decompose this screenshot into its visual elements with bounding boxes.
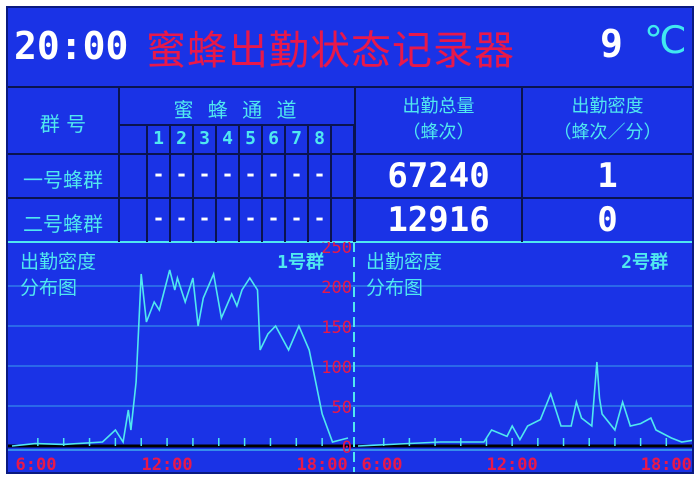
chart-title: 分布图 [20, 277, 77, 299]
channel-status: - [313, 162, 326, 186]
x-tick-label: 12:00 [487, 455, 538, 472]
row-total: 67240 [387, 156, 490, 196]
grid-line [353, 124, 355, 242]
channel-number: 8 [314, 128, 325, 149]
density-line-1 [11, 269, 349, 447]
app-title: 蜜蜂出勤状态记录器 [146, 28, 515, 74]
channel-status: - [244, 162, 257, 186]
channel-status: - [175, 162, 188, 186]
x-tick-label: 18:00 [297, 455, 348, 472]
grid-line [215, 124, 217, 242]
density-line-2 [357, 361, 692, 447]
x-tick-label: 18:00 [641, 455, 692, 472]
grid-line [146, 124, 148, 242]
chart-title: 出勤密度 [20, 251, 96, 273]
chart-title: 分布图 [366, 277, 423, 299]
y-tick-label: 0 [342, 438, 352, 458]
channel-number: 2 [176, 128, 187, 149]
channel-status: - [152, 206, 165, 230]
grid-line [238, 124, 240, 242]
channel-status: - [267, 162, 280, 186]
grid-line [169, 124, 171, 242]
channel-number: 3 [199, 128, 210, 149]
y-tick-label: 50 [332, 398, 352, 418]
row-density: 0 [597, 200, 618, 240]
temperature: 9 [600, 22, 623, 66]
series-label: 1号群 [277, 251, 324, 273]
channel-number: 4 [222, 128, 233, 149]
header-total: 出勤总量 [402, 96, 475, 117]
chart-title: 出勤密度 [366, 251, 442, 273]
x-tick-label: 6:00 [362, 455, 403, 472]
lcd-screen: 20:00 蜜蜂出勤状态记录器 9 ℃ 群 号 蜜 蜂 通 道 出勤总量 （蜂次… [6, 6, 694, 474]
header-channels: 蜜 蜂 通 道 [173, 98, 301, 122]
header-density-unit: （蜂次／分） [553, 122, 662, 143]
x-tick-label: 12:00 [141, 455, 192, 472]
grid-line [330, 124, 332, 242]
channel-status: - [290, 206, 303, 230]
header-total-unit: （蜂次） [402, 122, 475, 143]
channel-status: - [175, 206, 188, 230]
channel-status: - [290, 162, 303, 186]
grid-line [284, 124, 286, 242]
channel-number: 5 [245, 128, 256, 149]
grid-line [307, 124, 309, 242]
x-tick-label: 6:00 [16, 455, 57, 472]
channel-status: - [267, 206, 280, 230]
header-density: 出勤密度 [571, 96, 644, 117]
channel-status: - [221, 162, 234, 186]
series-label: 2号群 [621, 251, 668, 273]
y-tick-label: 100 [321, 358, 352, 378]
channel-status: - [152, 162, 165, 186]
y-tick-label: 200 [321, 278, 352, 298]
channel-status: - [313, 206, 326, 230]
grid-line [192, 124, 194, 242]
grid-line [261, 124, 263, 242]
clock: 20:00 [14, 24, 129, 68]
y-tick-label: 250 [321, 242, 352, 258]
row-density: 1 [597, 156, 618, 196]
channel-number: 6 [268, 128, 279, 149]
channel-status: - [244, 206, 257, 230]
y-tick-label: 150 [321, 318, 352, 338]
channel-number: 7 [291, 128, 302, 149]
channel-status: - [198, 206, 211, 230]
channel-status: - [221, 206, 234, 230]
row-name: 一号蜂群 [23, 168, 103, 192]
header-group: 群 号 [39, 112, 87, 136]
channel-status: - [198, 162, 211, 186]
row-total: 12916 [387, 200, 490, 240]
channel-number: 1 [153, 128, 164, 149]
temperature-unit: ℃ [644, 18, 687, 62]
row-name: 二号蜂群 [23, 212, 103, 236]
